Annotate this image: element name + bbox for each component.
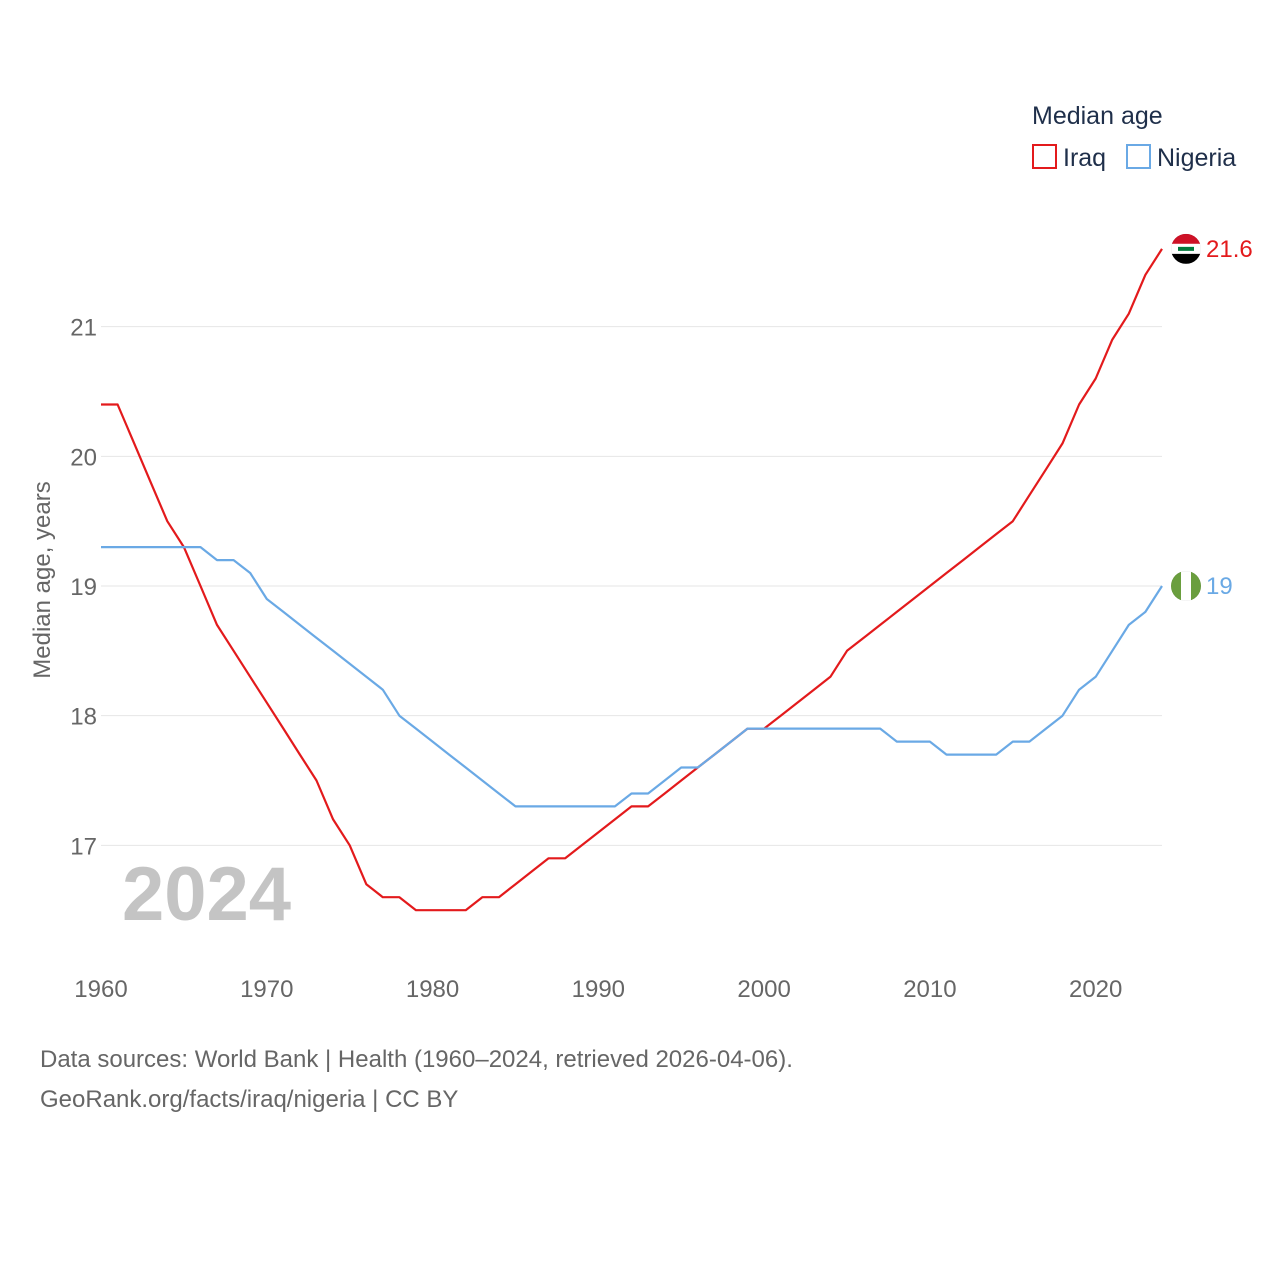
- x-tick-label: 1970: [240, 976, 293, 1003]
- series-line-nigeria: [101, 545, 1163, 808]
- legend-label-iraq: Iraq: [1063, 144, 1106, 172]
- y-axis-title: Median age, years: [29, 481, 56, 678]
- y-tick-label: 21: [70, 315, 97, 342]
- legend-title: Median age: [1032, 102, 1163, 130]
- legend-swatch-nigeria: [1126, 144, 1151, 169]
- footer-sources: Data sources: World Bank | Health (1960–…: [40, 1046, 793, 1073]
- x-tick-label: 1980: [406, 976, 459, 1003]
- legend: Median age Iraq Nigeria: [1032, 102, 1236, 172]
- x-tick-label: 1960: [74, 976, 127, 1003]
- series-line-iraq: [101, 248, 1163, 912]
- legend-label-nigeria: Nigeria: [1157, 144, 1236, 172]
- x-tick-label: 2000: [737, 976, 790, 1003]
- x-tick-label: 1990: [572, 976, 625, 1003]
- grid-lines: [101, 326, 1162, 846]
- y-tick-label: 17: [70, 833, 97, 860]
- y-tick-label: 18: [70, 704, 97, 731]
- legend-swatch-iraq: [1032, 144, 1057, 169]
- end-label-nigeria: 19: [1206, 573, 1233, 600]
- series-lines: [101, 248, 1163, 912]
- y-axis: 17 18 19 20 21: [70, 315, 97, 861]
- x-tick-label: 2020: [1069, 976, 1122, 1003]
- x-axis: 1960 1970 1980 1990 2000 2010 2020: [74, 976, 1122, 1003]
- footer-link[interactable]: GeoRank.org/facts/iraq/nigeria | CC BY: [40, 1086, 459, 1113]
- year-label: 2024: [122, 852, 291, 937]
- end-markers: 21.6 19: [1171, 233, 1253, 601]
- x-tick-label: 2010: [903, 976, 956, 1003]
- y-tick-label: 19: [70, 574, 97, 601]
- end-label-iraq: 21.6: [1206, 236, 1253, 263]
- nigeria-flag-icon: [1171, 571, 1201, 601]
- y-tick-label: 20: [70, 444, 97, 471]
- iraq-flag-icon: [1171, 233, 1201, 264]
